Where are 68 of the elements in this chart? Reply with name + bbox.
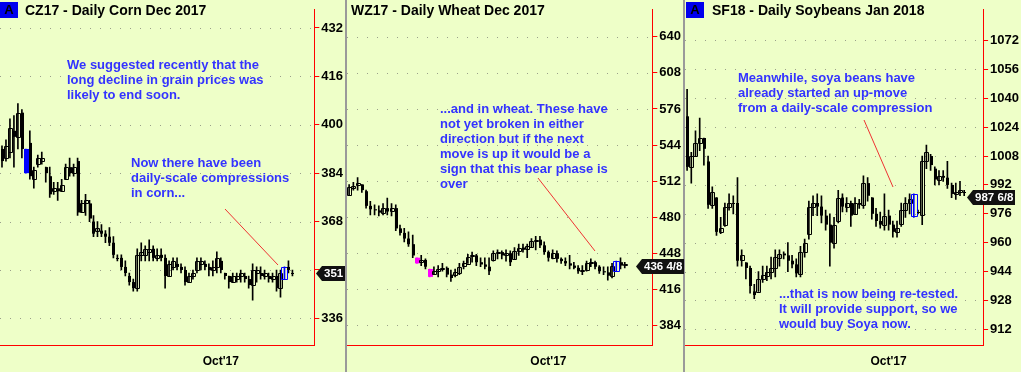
candlestick [958,180,963,197]
text: Meanwhile, soya beans have already started an up-move from a daily-scale compression [738,70,933,115]
y-tick-label: 944 [990,263,1013,279]
y-tick-label: 336 [321,309,344,325]
text: Now there have been daily-scale compressions in corn... [131,155,290,200]
candlestick [946,161,949,189]
candlestick [40,151,45,165]
y-tick-label: 1056 [990,60,1019,76]
candlestick [108,227,111,247]
candlestick [104,230,107,244]
y-tick-label: 368 [321,213,344,229]
candlestick [419,255,424,266]
chart-title: CZ17 - Daily Corn Dec 2017 [25,2,207,18]
candlestick [504,249,509,262]
y-tick-label: 416 [659,280,682,296]
y-tick-label: 928 [990,292,1012,308]
annotation: 987 6/8 [967,190,1016,205]
candlestick [820,195,823,224]
y-tick-label: 384 [659,316,682,332]
annotation: A [0,2,18,18]
candlestick [853,197,858,215]
y-tick-label: 960 [990,234,1012,250]
candlestick [470,251,475,263]
y-tick-label: 1040 [990,89,1019,105]
y-tick-label: 1072 [990,32,1019,48]
annotation: A [686,2,704,18]
candlestick [36,154,41,168]
x-tick-label: Oct'17 [870,354,908,369]
y-tick-label: 992 [990,176,1012,192]
y-tick-label: 976 [990,205,1012,221]
text: 351 [316,266,346,281]
y-tick-label: 576 [659,100,682,116]
candlestick [155,248,160,262]
candlestick [466,254,471,265]
candlestick [432,266,437,275]
text: We suggested recently that the long decline in grain prices was likely to end soon. [67,57,264,102]
y-tick-label: 400 [321,116,344,132]
y-tick-label: 640 [659,28,682,44]
y-tick-label: 1008 [990,147,1019,163]
candlestick [787,242,790,272]
candlestick [773,249,778,278]
candlestick [291,269,294,277]
y-tick-label: 608 [659,64,682,80]
y-tick-label: 384 [321,164,344,180]
y-tick-label: 1024 [990,118,1020,134]
y-tick-label: 480 [659,208,682,224]
text: ...that is now being re-tested. It will provide support, so we would buy Soya now. [779,286,959,331]
y-tick-label: 416 [321,67,344,83]
y-tick-label: 432 [321,19,344,35]
candlestick [937,170,942,186]
candlestick [610,263,615,279]
y-tick-label: 544 [659,136,682,152]
x-tick-label: Oct'17 [202,354,240,369]
candlestick [347,184,352,197]
candlestick [954,182,959,200]
candlestick [403,228,406,243]
candlestick [124,260,127,277]
y-tick-label: 448 [659,244,682,260]
annotation: 436 4/8 [636,259,685,274]
candlestick [287,260,290,274]
y-tick-label: 512 [659,172,682,188]
chart-title: SF18 - Daily Soybeans Jan 2018 [712,2,925,18]
x-tick-label: Oct'17 [530,354,567,369]
y-tick-label: 912 [990,320,1012,336]
candlestick [112,236,115,259]
text: ...and in wheat. These have not yet broken in either direction but if the next move is up it would be a sign that this bear phase is over [440,101,608,191]
chart-title: WZ17 - Daily Wheat Dec 2017 [351,2,545,18]
candlestick [436,265,441,278]
